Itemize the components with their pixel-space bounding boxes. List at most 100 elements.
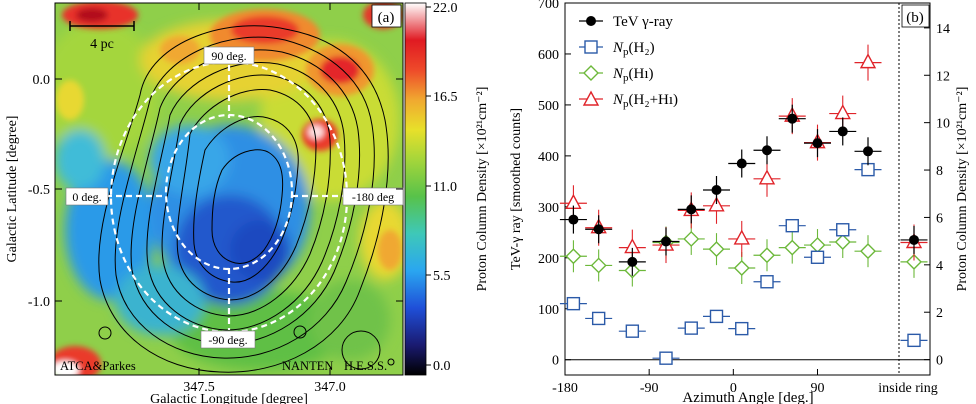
point-h2h1-6 xyxy=(728,220,756,257)
legend-label-h2h1-sub: p xyxy=(623,98,629,110)
point-h2-2 xyxy=(618,324,646,338)
point-h2h1-7-marker xyxy=(758,169,776,185)
panel-b-label-box xyxy=(901,4,930,28)
legend-label-h2-n: N xyxy=(612,40,624,56)
point-h1-10-marker xyxy=(834,234,851,250)
point-tev-10 xyxy=(829,117,857,146)
point-tev-9-marker xyxy=(812,138,823,149)
point-h2-3 xyxy=(652,351,680,365)
ring-label-box-0 xyxy=(65,187,109,206)
b-x-tick-label: 90 xyxy=(811,381,825,396)
b-y-right-tick-label: 4 xyxy=(936,259,943,274)
b-y-right-tick-label: 8 xyxy=(936,164,943,179)
point-h2-10-marker xyxy=(836,223,850,237)
point-tev-9 xyxy=(804,129,831,158)
point-h2-inside-ring-marker xyxy=(907,333,921,348)
legend-marker-h2h1 xyxy=(582,90,600,106)
point-tev-6 xyxy=(728,149,756,178)
legend-label-h2h1-rest: (H₂+Hı) xyxy=(629,92,679,108)
point-h1-4-marker xyxy=(683,230,700,247)
point-h1-1-marker xyxy=(590,257,607,274)
map-y-axis-label: Galactic Latitude [degree] xyxy=(5,116,20,263)
panel-b-marks xyxy=(559,44,928,365)
point-h2-1-marker xyxy=(591,311,606,326)
legend-label-h2-rest: (H₂) xyxy=(629,40,655,56)
point-h2-9 xyxy=(804,250,831,264)
b-y-left-tick-label: 200 xyxy=(538,252,559,267)
point-h2-3-marker xyxy=(659,351,673,365)
point-h2-11-marker xyxy=(861,162,875,177)
legend-label-h1-rest: (Hı) xyxy=(629,66,654,82)
point-h2-inside-ring xyxy=(900,333,928,348)
point-tev-inside-ring xyxy=(900,225,928,254)
point-h1-1 xyxy=(585,249,613,282)
b-x-tick-label: -180 xyxy=(552,381,578,396)
legend-label-h2: Np(H₂) xyxy=(612,40,655,58)
point-h1-8-marker xyxy=(784,239,801,256)
point-h2-0-marker xyxy=(566,296,581,311)
colorbar-tick-11: 11.0 xyxy=(433,180,457,195)
point-h2h1-5 xyxy=(703,187,730,224)
colorbar xyxy=(404,2,427,376)
ring-label-90: 90 deg. xyxy=(211,49,246,63)
point-h2-8-marker xyxy=(785,218,799,233)
point-h2-2-marker xyxy=(625,324,640,338)
point-h2-4 xyxy=(677,321,705,335)
point-h2-4-marker xyxy=(684,321,698,335)
point-h1-5 xyxy=(703,233,730,266)
colorbar-tick-16-5: 16.5 xyxy=(433,90,458,105)
point-h1-6-marker xyxy=(733,259,750,276)
point-h2h1-5-marker xyxy=(708,196,725,212)
panel-b: 0 100 200 300 400 500 600 700 0 2 4 6 8 10 12 14 -180 -90… xyxy=(509,0,970,404)
b-x-tick-inside-ring: inside ring xyxy=(878,381,938,396)
plot-frame xyxy=(564,2,931,376)
point-h1-6 xyxy=(728,251,756,284)
ring-label-m90: -90 deg. xyxy=(208,333,247,347)
b-y-left-tick-label: 100 xyxy=(538,303,559,318)
legend-label-h2-sub: p xyxy=(623,46,629,58)
b-y-right-tick-label: 14 xyxy=(936,22,950,37)
b-y-right-tick-label: 2 xyxy=(936,306,943,321)
point-h2-5 xyxy=(703,309,730,324)
point-tev-3-marker xyxy=(661,236,671,247)
point-tev-inside-ring-marker xyxy=(909,234,919,245)
point-tev-6-marker xyxy=(736,158,747,169)
b-y-left-tick-label: 300 xyxy=(538,201,559,216)
b-x-tick-label: -90 xyxy=(640,381,659,396)
panel-b-ticks: 0 100 200 300 400 500 600 700 0 2 4 6 8 10 12 14 -180 -90… xyxy=(538,0,950,396)
point-h1-11 xyxy=(854,235,882,268)
point-tev-5-marker xyxy=(711,185,722,196)
map-x-tick-347-5: 347.5 xyxy=(183,380,215,395)
point-tev-8-marker xyxy=(787,113,798,124)
point-h2-6 xyxy=(728,321,756,336)
legend-marker-h2 xyxy=(584,40,598,54)
colorbar-tick-5-5: 5.5 xyxy=(433,269,451,284)
point-h2-1 xyxy=(585,311,613,326)
map-y-tick-0: 0.0 xyxy=(33,73,51,88)
point-h1-8 xyxy=(778,231,806,264)
legend-label-h1: Np(Hı) xyxy=(612,66,654,84)
point-tev-8 xyxy=(778,104,806,133)
point-h2-5-marker xyxy=(709,309,724,324)
legend-marker-tev xyxy=(586,16,596,26)
b-y-left-tick-label: 400 xyxy=(538,150,559,165)
panel-a-label-box xyxy=(371,4,402,28)
point-h1-11-marker xyxy=(860,243,876,260)
point-h1-5-marker xyxy=(708,241,725,258)
point-h2-10 xyxy=(829,223,857,237)
ring-label-box-m180 xyxy=(342,187,404,206)
point-tev-0 xyxy=(559,205,587,234)
point-h2-9-marker xyxy=(810,250,825,264)
point-h1-0-marker xyxy=(565,248,582,265)
scale-bar-label: 4 pc xyxy=(90,37,114,52)
point-tev-5 xyxy=(703,176,730,205)
point-h2-6-marker xyxy=(735,321,749,336)
legend-label-h2h1: Np(H₂+Hı) xyxy=(612,92,678,110)
map-y-tick-m1-0: -1.0 xyxy=(28,295,50,310)
point-h2h1-11-marker xyxy=(859,53,877,69)
colorbar-tick-22: 22.0 xyxy=(433,1,458,16)
ring-label-box-90 xyxy=(203,46,255,65)
point-tev-4 xyxy=(677,195,705,224)
point-tev-4-marker xyxy=(686,204,697,215)
point-tev-2-marker xyxy=(627,256,638,267)
